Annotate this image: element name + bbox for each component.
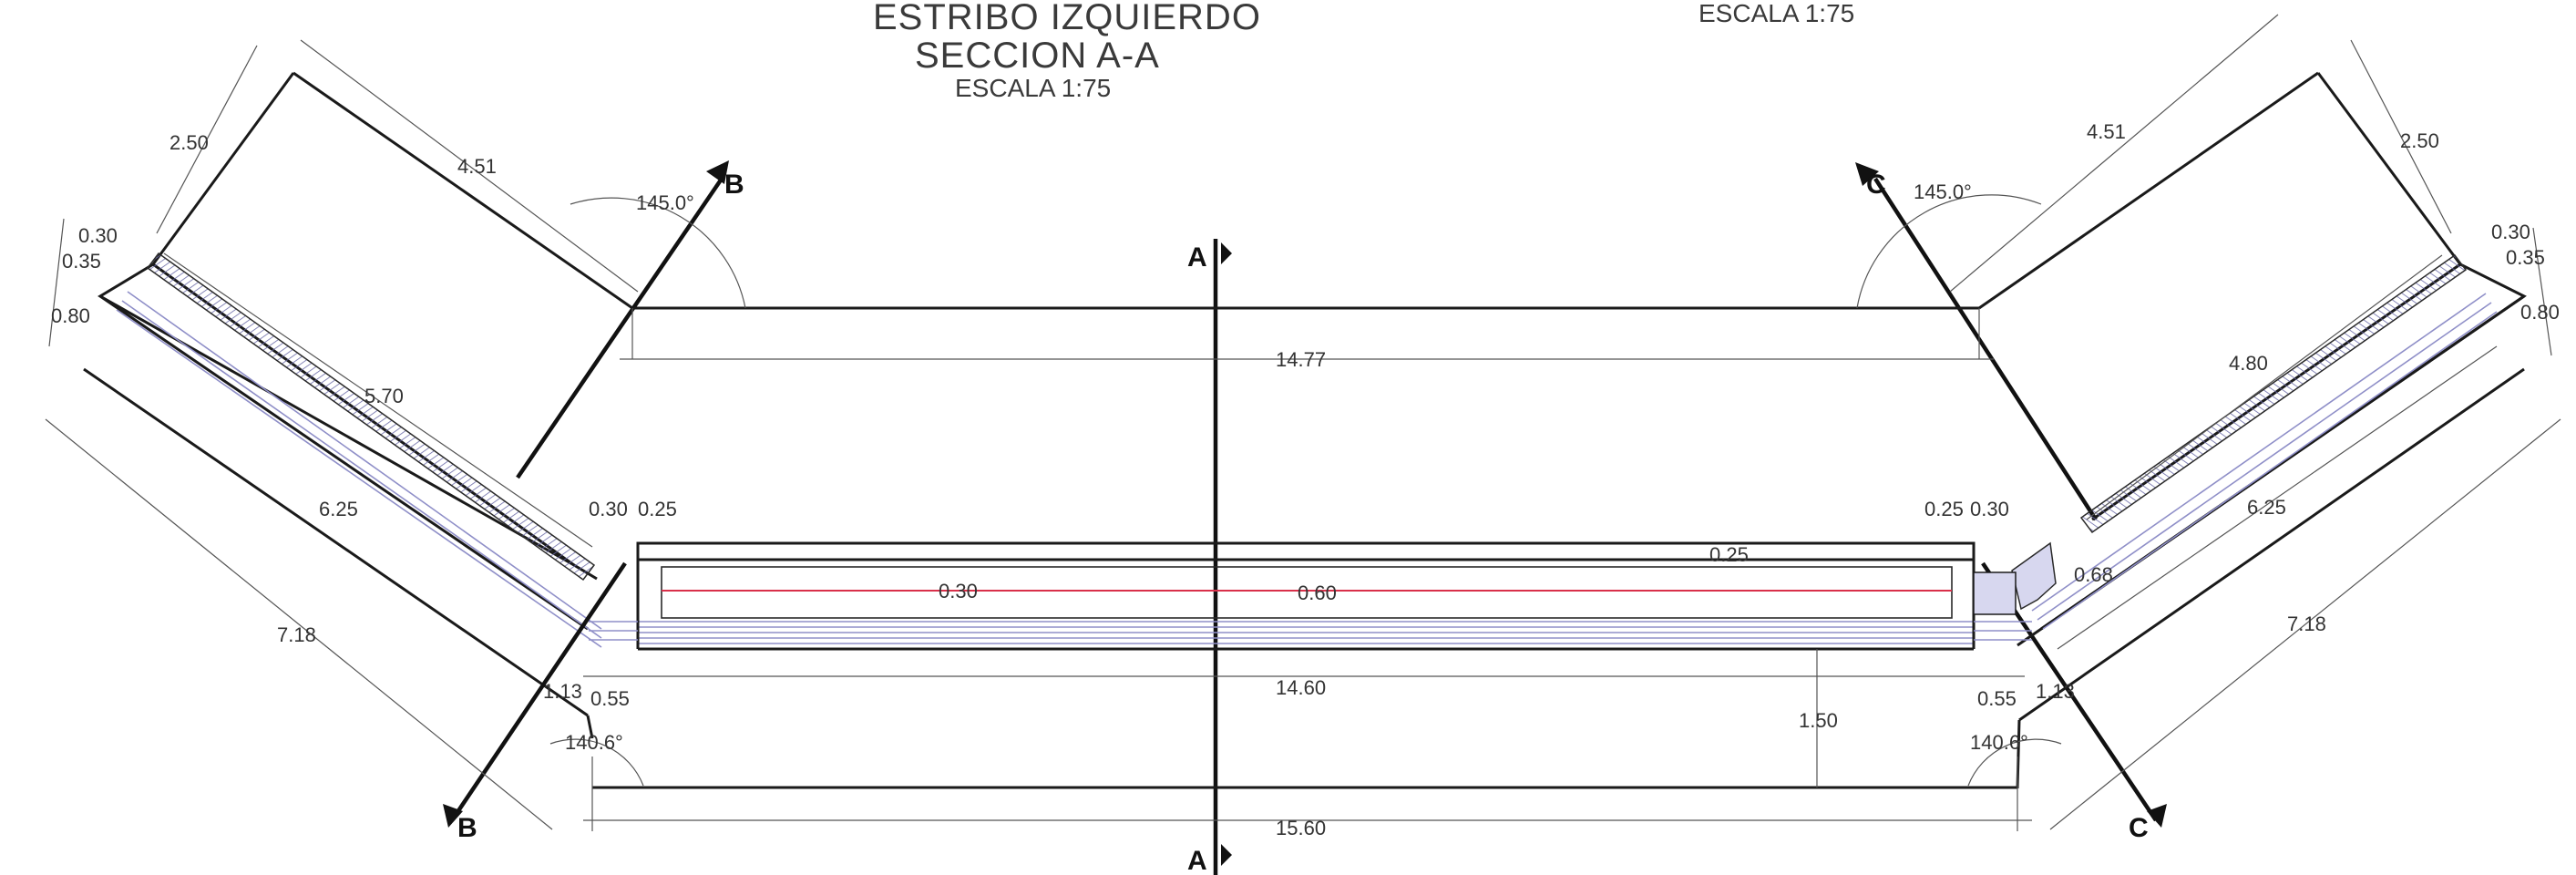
dim-left-5-70: 5.70 [364,385,404,407]
right-wing-wall [1978,71,2527,789]
dim-left-wing-length: 4.51 [457,155,497,178]
dimension-labels: 2.50 4.51 145.0° 0.30 0.35 0.80 5.70 6.2… [51,120,2560,839]
dim-slab-0-60: 0.60 [1298,582,1337,604]
section-c-top-label: C [1866,170,1886,200]
title-line1: ESTRIBO IZQUIERDO [873,0,1261,37]
dim-left-0-35: 0.35 [62,250,101,273]
right-scale: ESCALA 1:75 [1699,0,1854,27]
dim-left-bottom-angle: 140.6° [565,731,623,754]
dim-right-top-angle: 145.0° [1914,180,1972,203]
dim-slab-0-30: 0.30 [939,580,978,602]
dim-left-0-80: 0.80 [51,304,90,327]
section-a-top-label: A [1187,242,1207,273]
dim-bottom-14-60: 14.60 [1276,676,1326,699]
dim-right-0-80: 0.80 [2520,301,2560,324]
section-c-bottom-label: C [2129,813,2149,843]
section-b-top-label: B [724,170,744,200]
dim-right-6-25: 6.25 [2247,496,2286,519]
dim-mid-0-25-right: 0.25 [1924,498,1964,520]
dim-right-1-13: 1.13 [2036,680,2075,703]
dim-right-0-68: 0.68 [2074,563,2113,586]
left-wing-wall [83,71,633,739]
dim-left-top-angle: 145.0° [636,191,694,214]
dim-right-0-30: 0.30 [2491,221,2530,243]
section-a-bottom-label: A [1187,846,1207,875]
dim-mid-0-30-right: 0.30 [1970,498,2009,520]
dim-left-wing-width: 2.50 [169,131,209,154]
dim-left-1-13: 1.13 [543,680,582,703]
dim-left-0-30: 0.30 [78,224,118,247]
dim-right-4-80: 4.80 [2229,352,2268,375]
title-scale: ESCALA 1:75 [955,74,1111,102]
dim-mid-0-30-left: 0.30 [589,498,628,520]
dim-left-6-25: 6.25 [319,498,358,520]
abutment-slab [589,541,2032,651]
dim-right-7-18: 7.18 [2287,612,2326,635]
section-axis-a: A A [1187,239,1232,875]
dim-right-0-35: 0.35 [2506,246,2545,269]
dim-bottom-15-60: 15.60 [1276,817,1326,839]
dim-right-wing-width: 2.50 [2400,129,2439,152]
dim-right-0-55: 0.55 [1977,687,2017,710]
dim-slab-0-25: 0.25 [1709,543,1749,566]
dimension-lines [45,14,2561,830]
section-line-b: B B [443,160,744,843]
dim-right-bottom-angle: 140.6° [1970,731,2028,754]
dim-right-wing-length: 4.51 [2087,120,2126,143]
title-line2: SECCION A-A [915,36,1160,76]
dim-left-0-55: 0.55 [590,687,630,710]
dim-mid-0-25-left: 0.25 [638,498,677,520]
footing [583,649,2032,831]
dim-left-7-18: 7.18 [277,623,316,646]
dim-top-span: 14.77 [1276,348,1326,371]
dim-height-1-50: 1.50 [1799,709,1838,732]
section-b-bottom-label: B [457,813,477,843]
deck-top [620,306,1994,360]
